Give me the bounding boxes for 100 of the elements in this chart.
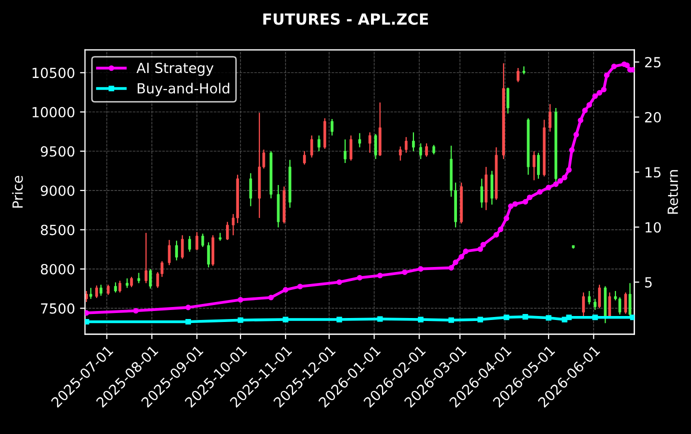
point	[566, 314, 572, 320]
point	[504, 314, 510, 320]
candlestick	[226, 221, 229, 240]
point	[448, 265, 454, 271]
y-tick-label: 9000	[40, 185, 74, 196]
point	[493, 232, 500, 238]
point	[582, 108, 588, 114]
point	[569, 147, 575, 153]
candlestick	[318, 134, 320, 152]
point	[448, 317, 454, 323]
candlestick	[537, 152, 540, 180]
point	[238, 296, 244, 303]
y2-tick-label: 10	[646, 222, 661, 233]
candlestick	[130, 276, 133, 288]
candlestick	[118, 280, 122, 294]
candlestick	[490, 170, 494, 206]
point	[592, 93, 598, 99]
point	[630, 314, 634, 320]
point	[377, 272, 383, 278]
candlestick	[310, 134, 314, 158]
point	[478, 316, 484, 322]
candlestick	[588, 290, 591, 305]
y-tick-label: 10500	[32, 68, 74, 78]
candlestick	[412, 132, 415, 152]
point	[282, 287, 288, 293]
candlestick	[358, 132, 362, 148]
point	[268, 294, 274, 300]
candlestick	[582, 292, 585, 317]
y-tick-label: 7500	[41, 303, 74, 314]
point	[508, 203, 514, 209]
candlestick	[506, 87, 510, 114]
candlestick	[196, 232, 198, 251]
candlestick	[398, 146, 402, 162]
candlestick	[548, 104, 552, 132]
point	[526, 194, 532, 200]
point	[522, 199, 528, 205]
candlestick	[175, 240, 178, 261]
point	[356, 274, 362, 280]
point	[586, 102, 592, 108]
point	[185, 318, 191, 325]
point	[462, 248, 469, 254]
candlestick	[89, 287, 92, 300]
candlestick	[95, 284, 98, 299]
point	[452, 260, 458, 266]
candlestick	[628, 282, 632, 318]
point	[578, 118, 584, 124]
candlestick	[168, 239, 171, 266]
candlestick	[207, 242, 210, 268]
candlestick	[432, 144, 436, 155]
candlestick	[425, 142, 428, 158]
legend-label: AI Strategy	[136, 62, 214, 76]
point	[297, 284, 303, 290]
point	[522, 314, 528, 320]
y2-tick-label: 25	[645, 56, 661, 68]
point	[458, 254, 464, 260]
candlestick	[126, 278, 129, 288]
y-tick-label: 8000	[40, 264, 74, 274]
candlestick	[114, 282, 117, 294]
point	[84, 318, 90, 325]
point	[592, 314, 598, 320]
point	[418, 316, 424, 322]
point	[336, 316, 342, 322]
point	[336, 279, 342, 285]
point	[557, 178, 563, 184]
y-tick-label: 9500	[40, 146, 74, 157]
point	[624, 62, 630, 68]
point	[402, 269, 408, 275]
point	[596, 90, 602, 96]
candlestick	[144, 232, 148, 284]
y-tick-label: 8500	[40, 224, 74, 236]
y2-tick-label: 20	[645, 112, 661, 123]
point	[566, 167, 572, 173]
candlestick	[149, 268, 152, 290]
point	[537, 189, 543, 195]
candlestick	[180, 234, 184, 260]
legend-label: Buy-and-Hold	[138, 82, 230, 96]
point	[546, 184, 552, 190]
candlestick	[374, 133, 378, 160]
point	[478, 246, 484, 252]
point	[185, 304, 191, 310]
candlestick	[100, 284, 102, 296]
chart-title: FUTURES - APL.ZCE	[263, 13, 428, 25]
candlestick	[594, 298, 596, 310]
y-axis-title: Price	[12, 176, 23, 208]
point	[512, 201, 518, 207]
candlestick	[201, 233, 204, 248]
candlestick	[188, 235, 192, 252]
point	[133, 308, 139, 314]
point	[480, 242, 486, 248]
candlestick	[350, 134, 352, 162]
point	[498, 226, 504, 232]
candlestick	[330, 118, 334, 136]
candlestick	[106, 284, 110, 296]
point	[418, 266, 424, 272]
candlestick	[137, 272, 140, 284]
point	[604, 72, 610, 78]
point	[377, 316, 383, 322]
candlestick	[404, 136, 408, 154]
point	[611, 64, 617, 70]
candlestick	[480, 178, 484, 208]
